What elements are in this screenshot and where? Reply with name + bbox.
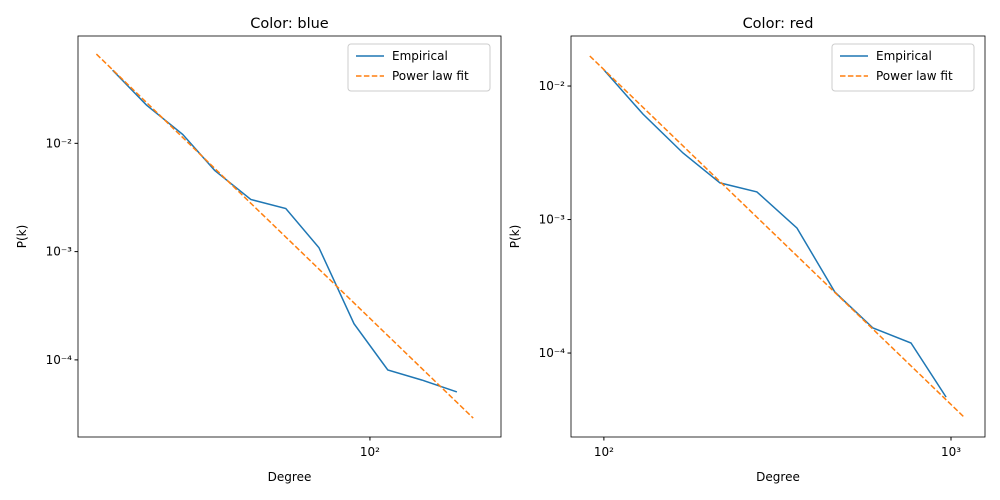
y-tick-label: 10⁻³ [539,213,566,227]
axes-frame [570,35,986,438]
chart-title: Color: red [743,16,814,32]
y-tick-label: 10⁻² [46,136,73,150]
chart-title: Color: blue [250,16,329,32]
legend-label: Empirical [876,49,932,63]
series-line [112,69,458,393]
legend-label: Power law fit [876,69,953,83]
series-line [589,55,966,419]
x-axis-label: Degree [268,470,312,484]
legend-label: Power law fit [392,69,469,83]
x-tick-label: 10² [360,445,380,459]
series-line [603,69,947,398]
y-tick-label: 10⁻⁴ [46,353,73,367]
x-tick-label: 10² [594,445,614,459]
x-tick-label: 10³ [941,445,961,459]
y-tick-label: 10⁻⁴ [539,346,566,360]
axes-frame [77,35,502,438]
legend-label: Empirical [392,49,448,63]
x-axis-label: Degree [756,470,800,484]
series-line [95,53,474,419]
y-tick-label: 10⁻² [539,79,566,93]
y-tick-label: 10⁻³ [46,245,73,259]
y-axis-label: P(k) [508,225,522,249]
y-axis-label: P(k) [15,225,29,249]
